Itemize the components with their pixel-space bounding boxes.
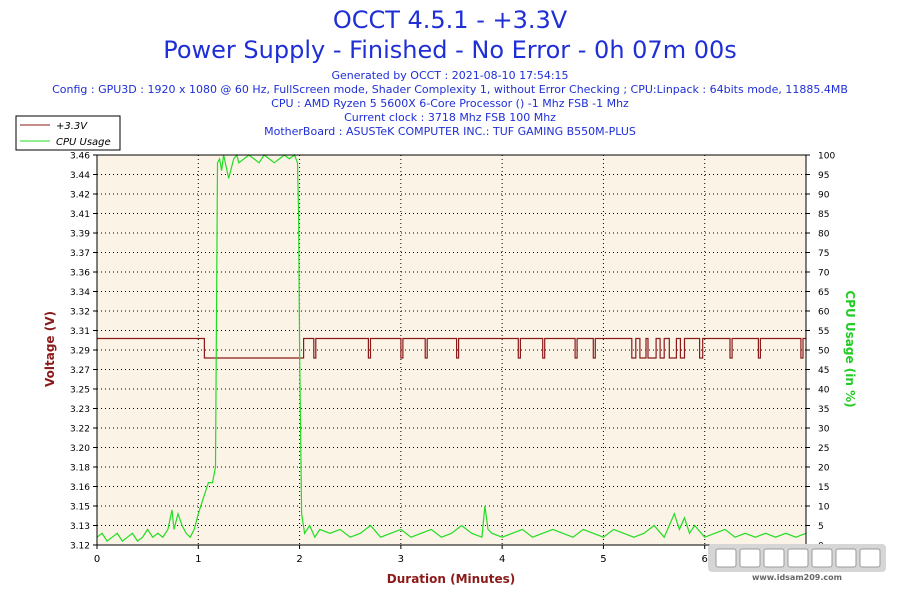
chart-subtitle: Power Supply - Finished - No Error - 0h … [163,36,737,64]
y-left-tick-label: 3.27 [70,366,90,376]
y-left-tick-label: 3.16 [70,483,90,493]
y-left-tick-label: 3.13 [70,522,90,532]
grid [97,155,806,545]
y-right-tick-label: 20 [818,464,830,474]
y-left-tick-label: 3.41 [70,210,90,220]
chart-title: OCCT 4.5.1 - +3.3V [332,6,568,34]
y-left-tick-label: 3.37 [70,249,90,259]
y-left-tick-label: 3.31 [70,327,90,337]
y-left-tick-label: 3.32 [70,308,90,318]
legend-box [15,115,121,151]
y-left-tick-label: 3.46 [70,152,90,162]
y-right-tick-label: 70 [818,269,830,279]
clock-info: Current clock : 3718 Mhz FSB 100 Mhz [344,111,556,124]
y-right-tick-label: 35 [818,405,829,415]
y-right-tick-label: 40 [818,386,830,396]
x-tick-label: 3 [398,554,404,565]
series-layer [96,153,807,542]
motherboard-info: MotherBoard : ASUSTeK COMPUTER INC.: TUF… [264,125,636,138]
y-left-tick-label: 3.29 [70,347,90,357]
y-right-tick-label: 65 [818,288,829,298]
plot-background [97,155,806,545]
legend-label-voltage: +3.3V [56,121,88,132]
legend: +3.3V CPU Usage [15,115,121,151]
y-right-tick-label: 25 [818,444,829,454]
y-left-tick-label: 3.25 [70,386,90,396]
legend-label-cpu: CPU Usage [56,137,111,148]
config-info: Config : GPU3D : 1920 x 1080 @ 60 Hz, Fu… [52,83,848,96]
cpu-info: CPU : AMD Ryzen 5 5600X 6-Core Processor… [271,97,629,110]
y-right-tick-label: 50 [818,347,830,357]
y-right-tick-label: 45 [818,366,829,376]
y-right-tick-label: 5 [818,522,824,532]
y-right-tick-label: 100 [818,152,835,162]
y-left-tick-label: 3.36 [70,269,90,279]
tick-labels: 0123456705101520253035404550556065707580… [70,152,835,566]
x-tick-label: 2 [296,554,302,565]
x-tick-label: 4 [499,554,505,565]
y-right-tick-label: 30 [818,425,830,435]
y-right-tick-label: 15 [818,483,829,493]
y-left-tick-label: 3.39 [70,230,90,240]
y-left-tick-label: 3.22 [70,425,90,435]
y-left-tick-label: 3.20 [70,444,90,454]
series-line-voltage [97,337,806,359]
y-axis-label-right: CPU Usage (in %) [843,290,857,407]
y-left-tick-label: 3.18 [70,464,90,474]
y-left-tick-label: 3.34 [70,288,90,298]
y-left-tick-label: 3.44 [70,171,90,181]
x-tick-label: 5 [600,554,606,565]
y-right-tick-label: 55 [818,327,829,337]
y-left-tick-label: 3.15 [70,503,90,513]
x-tick-label: 6 [702,554,708,565]
y-right-tick-label: 95 [818,171,829,181]
y-right-tick-label: 80 [818,230,830,240]
y-right-tick-label: 90 [818,191,830,201]
series-line-cpu [96,153,807,542]
y-right-tick-label: 85 [818,210,829,220]
y-left-tick-label: 3.42 [70,191,90,201]
x-tick-label: 0 [94,554,100,565]
y-left-tick-label: 3.23 [70,405,90,415]
y-right-tick-label: 60 [818,308,830,318]
y-left-tick-label: 3.12 [70,542,90,552]
y-right-tick-label: 75 [818,249,829,259]
watermark: www.idsam209.com [708,540,886,586]
watermark-logo-icon [708,544,886,572]
y-right-tick-label: 10 [818,503,830,513]
x-tick-label: 1 [195,554,201,565]
watermark-text: www.idsam209.com [752,573,842,582]
y-axis-label-left: Voltage (V) [43,311,57,387]
x-axis-label: Duration (Minutes) [387,572,515,586]
generated-info: Generated by OCCT : 2021-08-10 17:54:15 [331,69,569,82]
